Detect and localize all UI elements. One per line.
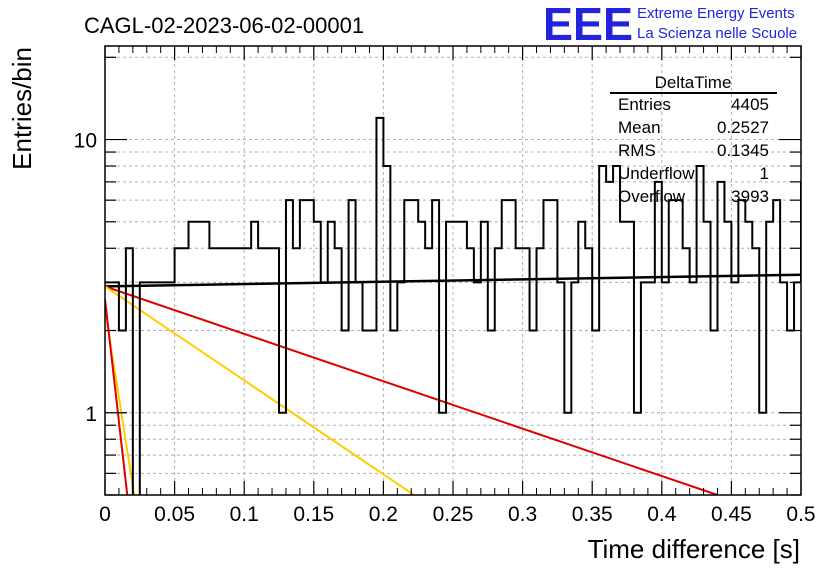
stats-label-mean: Mean	[618, 118, 661, 137]
stats-value-entries: 4405	[731, 95, 769, 114]
fit-lines	[105, 273, 801, 495]
x-tick-label: 0.25	[433, 503, 474, 526]
stats-label-underflow: Underflow	[618, 164, 695, 183]
tick-labels: 0 0.05 0.1 0.15 0.2 0.25 0.3 0.35 0.4 0.45 0.5 1 10	[74, 130, 816, 526]
x-tick-label: 0.35	[572, 503, 613, 526]
histogram-series	[105, 116, 801, 495]
stats-label-rms: RMS	[618, 141, 656, 160]
y-tick-label: 1	[85, 403, 97, 426]
stats-label-entries: Entries	[618, 95, 671, 114]
stats-title: DeltaTime	[655, 73, 732, 92]
logo-line-2: La Scienza nelle Scuole	[637, 25, 797, 42]
logo-mark: EEE	[543, 0, 633, 50]
fit-line	[105, 299, 129, 495]
x-tick-label: 0	[99, 503, 111, 526]
x-tick-label: 0.2	[369, 503, 398, 526]
logo-line-1: Extreme Energy Events	[637, 5, 795, 22]
x-tick-label: 0.05	[154, 503, 195, 526]
eee-logo: EEE Extreme Energy Events La Scienza nel…	[543, 0, 797, 50]
stats-value-rms: 0.1345	[717, 141, 769, 160]
fit-line	[105, 285, 718, 495]
fit-line	[105, 285, 415, 495]
x-tick-label: 0.5	[786, 503, 815, 526]
y-axis-title: Entries/bin	[7, 47, 37, 170]
stats-value-underflow: 1	[760, 164, 769, 183]
chart-title: CAGL-02-2023-06-02-00001	[84, 13, 364, 38]
stats-box: DeltaTime Entries 4405 Mean 0.2527 RMS 0…	[610, 73, 777, 206]
x-tick-label: 0.15	[293, 503, 334, 526]
fit-line	[105, 273, 801, 288]
stats-label-overflow: Overflow	[618, 187, 686, 206]
axis-ticks	[104, 46, 802, 496]
x-tick-label: 0.3	[508, 503, 537, 526]
stats-value-overflow: 3993	[731, 187, 769, 206]
x-tick-label: 0.4	[647, 503, 677, 526]
x-axis-title: Time difference [s]	[588, 534, 800, 564]
y-tick-label: 10	[74, 130, 97, 153]
stats-value-mean: 0.2527	[717, 118, 769, 137]
grid-lines	[105, 46, 801, 496]
x-tick-label: 0.45	[711, 503, 752, 526]
x-tick-label: 0.1	[230, 503, 259, 526]
